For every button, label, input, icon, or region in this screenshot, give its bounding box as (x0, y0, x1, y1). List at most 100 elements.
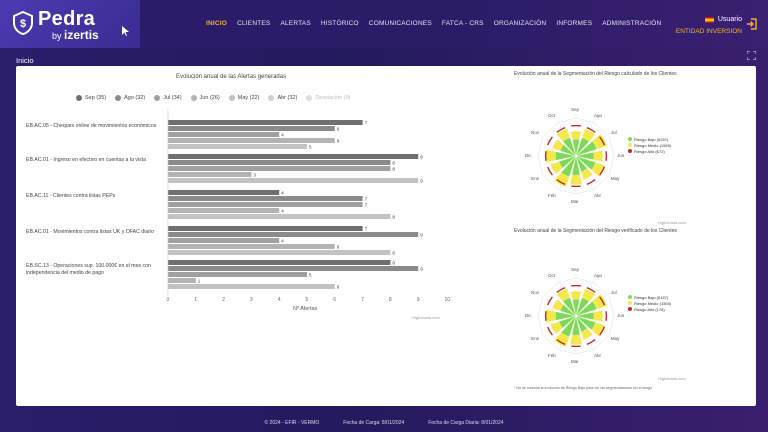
radar-sector[interactable] (555, 151, 577, 161)
logo[interactable]: $ Pedra by izertis (0, 0, 140, 48)
radar-sector[interactable] (575, 155, 588, 173)
radar-sector[interactable] (575, 297, 590, 317)
radar1-credits[interactable]: Highcharts.com (658, 220, 686, 225)
radar-sector[interactable] (571, 155, 581, 176)
bar[interactable] (168, 190, 280, 195)
radar-high-risk-arc[interactable] (586, 179, 596, 186)
radar-sector[interactable] (555, 311, 577, 321)
shield-dollar-icon: $ (13, 11, 33, 35)
radar-high-risk-arc[interactable] (556, 179, 566, 186)
bar[interactable] (168, 238, 280, 243)
radar-sector[interactable] (559, 144, 577, 157)
bar[interactable] (168, 232, 419, 237)
legend-dot (628, 307, 632, 311)
bar[interactable] (168, 226, 363, 231)
radar-sector[interactable] (575, 137, 590, 157)
radar-high-risk-arc[interactable] (586, 286, 596, 293)
bar[interactable] (168, 214, 391, 219)
bar[interactable] (168, 172, 252, 177)
bar[interactable] (168, 272, 307, 277)
legend-item[interactable]: Jun (26) (190, 95, 220, 101)
radar-legend-item[interactable]: Riesgo Medio (1565) (628, 300, 671, 306)
expand-icon[interactable] (747, 51, 756, 60)
radar-sector[interactable] (559, 304, 577, 317)
radar-legend-item[interactable]: Riesgo Alto (178) (628, 306, 671, 312)
radar-sector[interactable] (575, 152, 595, 160)
bar[interactable] (168, 120, 363, 125)
radar-high-risk-arc[interactable] (556, 286, 566, 293)
radar-high-risk-arc[interactable] (556, 339, 566, 346)
bar[interactable] (168, 154, 419, 159)
radar-high-risk-arc[interactable] (556, 126, 566, 133)
radar2-credits[interactable]: Highcharts.com (658, 376, 686, 381)
radar-high-risk-arc[interactable] (599, 136, 606, 146)
radar-high-risk-arc[interactable] (546, 296, 553, 306)
radar-sector[interactable] (575, 141, 598, 157)
radar-sector[interactable] (575, 301, 598, 317)
legend-item[interactable]: Sep (35) (76, 95, 106, 101)
radar-sector[interactable] (575, 315, 588, 333)
bar[interactable] (168, 244, 335, 249)
bar[interactable] (168, 126, 335, 131)
nav-alertas[interactable]: ALERTAS (280, 20, 311, 27)
nav-fatca-crs[interactable]: FATCA - CRS (441, 20, 484, 27)
legend-item[interactable]: Jul (34) (154, 95, 182, 101)
bar[interactable] (168, 178, 419, 183)
radar-sector[interactable] (562, 137, 577, 157)
radar-sector[interactable] (561, 315, 577, 338)
bar[interactable] (168, 284, 335, 289)
nav-historico[interactable]: HISTÓRICO (320, 20, 359, 27)
radar-sector[interactable] (575, 315, 596, 331)
radar-sector[interactable] (561, 155, 577, 178)
nav-comunicaciones[interactable]: COMUNICACIONES (368, 20, 432, 27)
entity-name[interactable]: ENTIDAD INVERSION (675, 28, 742, 35)
nav-inicio[interactable]: INICIO (206, 20, 228, 27)
radar-high-risk-arc[interactable] (546, 166, 553, 176)
bar[interactable] (168, 144, 307, 149)
radar-month-label: Mar (571, 359, 579, 364)
radar-sector[interactable] (572, 299, 580, 317)
bar-value-label: 9 (420, 267, 423, 272)
bar[interactable] (168, 266, 419, 271)
bar[interactable] (168, 260, 391, 265)
bar[interactable] (168, 138, 335, 143)
radar-legend-item[interactable]: Riesgo Medio (1565) (628, 142, 671, 148)
radar-legend-item[interactable]: Riesgo Bajo (6157) (628, 294, 671, 300)
radar-high-risk-arc[interactable] (546, 136, 553, 146)
radar-high-risk-arc[interactable] (546, 326, 553, 336)
legend-item[interactable]: Desviación (9) (306, 95, 350, 101)
bar[interactable] (168, 132, 280, 137)
legend-item[interactable]: Abr (32) (268, 95, 297, 101)
bar[interactable] (168, 278, 196, 283)
radar-sector[interactable] (572, 139, 580, 157)
radar-high-risk-arc[interactable] (586, 339, 596, 346)
radar-sector[interactable] (558, 155, 577, 169)
bar[interactable] (168, 250, 391, 255)
bar[interactable] (168, 208, 280, 213)
radar-legend-item[interactable]: Riesgo Alto (672) (628, 148, 671, 154)
radar-legend-item[interactable]: Riesgo Bajo (6157) (628, 136, 671, 142)
radar-high-risk-arc[interactable] (599, 296, 606, 306)
user-menu[interactable]: Usuario ENTIDAD INVERSION (676, 16, 742, 35)
radar-high-risk-arc[interactable] (599, 326, 606, 336)
spain-flag-icon[interactable] (704, 16, 714, 23)
radar-high-risk-arc[interactable] (586, 126, 596, 133)
logout-icon[interactable] (746, 18, 758, 30)
bar[interactable] (168, 166, 391, 171)
radar-high-risk-arc[interactable] (599, 166, 606, 176)
radar-sector[interactable] (575, 155, 596, 171)
chart-credits[interactable]: Highcharts.com (412, 315, 440, 320)
nav-organizacion[interactable]: ORGANIZACIÓN (493, 20, 547, 27)
radar-sector[interactable] (571, 315, 581, 336)
legend-item[interactable]: May (22) (228, 95, 259, 101)
bar[interactable] (168, 202, 363, 207)
legend-item[interactable]: Ago (32) (115, 95, 145, 101)
bar[interactable] (168, 160, 391, 165)
radar-sector[interactable] (562, 297, 577, 317)
nav-administracion[interactable]: ADMINISTRACIÓN (602, 20, 662, 27)
nav-clientes[interactable]: CLIENTES (237, 20, 271, 27)
radar-sector[interactable] (558, 315, 577, 329)
nav-informes[interactable]: INFORMES (556, 20, 593, 27)
bar[interactable] (168, 196, 363, 201)
radar-sector[interactable] (575, 312, 595, 320)
